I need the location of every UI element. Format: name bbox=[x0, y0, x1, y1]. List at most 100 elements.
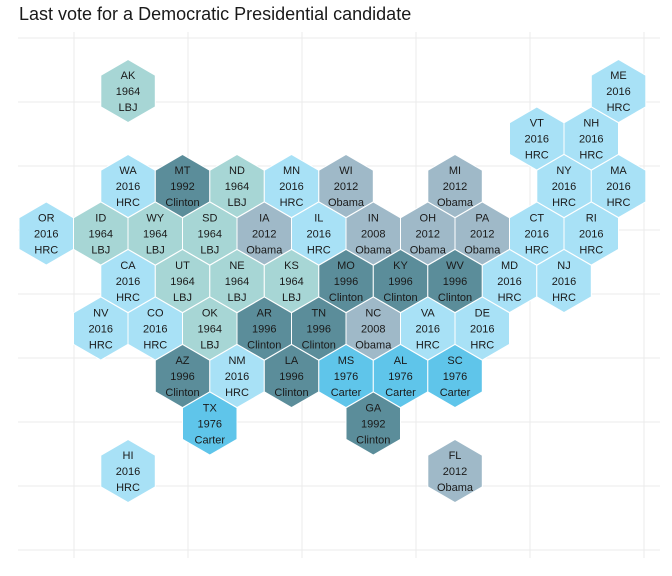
hex-tiles: AK 1964 LBJ ME 2016 HRC VT 2016 HRC NH 2016 HRC WA 20… bbox=[18, 58, 647, 504]
hex-label-candidate: LBJ bbox=[228, 292, 247, 304]
hex-label-candidate: LBJ bbox=[200, 340, 219, 352]
hex-label-year: 2012 bbox=[470, 229, 494, 241]
hex-label-candidate: HRC bbox=[525, 245, 549, 257]
hex-label-candidate: LBJ bbox=[119, 102, 138, 114]
hex-label-year: 1964 bbox=[170, 276, 194, 288]
hex-label-abbr: AL bbox=[394, 355, 407, 367]
state-hex-ri: RI 2016 HRC bbox=[563, 201, 619, 266]
state-hex-me: ME 2016 HRC bbox=[590, 58, 647, 124]
hex-label-candidate: Clinton bbox=[165, 197, 199, 209]
hex-tile bbox=[100, 438, 156, 504]
hex-label-candidate: HRC bbox=[579, 245, 603, 257]
hex-label-year: 2008 bbox=[361, 324, 385, 336]
hex-label-abbr: UT bbox=[175, 260, 190, 272]
hex-label-abbr: GA bbox=[365, 403, 382, 415]
hex-label-abbr: VT bbox=[530, 118, 544, 130]
hex-label-abbr: AZ bbox=[175, 355, 189, 367]
hex-label-year: 2016 bbox=[497, 276, 521, 288]
state-hex-id: ID 1964 LBJ bbox=[73, 201, 129, 266]
hex-label-year: 2016 bbox=[552, 181, 576, 193]
state-hex-nc: NC 2008 Obama bbox=[345, 296, 401, 361]
hex-label-year: 2016 bbox=[34, 229, 58, 241]
hex-label-year: 2016 bbox=[307, 229, 331, 241]
hex-label-candidate: Clinton bbox=[383, 292, 417, 304]
hex-label-year: 1964 bbox=[225, 276, 249, 288]
hex-label-abbr: DE bbox=[475, 308, 490, 320]
hex-label-year: 2016 bbox=[552, 276, 576, 288]
hex-label-abbr: CT bbox=[529, 213, 544, 225]
state-hex-wa: WA 2016 HRC bbox=[100, 153, 156, 219]
hex-tile bbox=[427, 438, 483, 504]
hex-label-year: 2012 bbox=[416, 229, 440, 241]
hex-label-abbr: TX bbox=[203, 403, 218, 415]
hex-label-year: 1964 bbox=[198, 324, 222, 336]
hex-label-candidate: Clinton bbox=[302, 340, 336, 352]
state-hex-tx: TX 1976 Carter bbox=[182, 391, 238, 456]
state-hex-or: OR 2016 HRC bbox=[18, 201, 74, 266]
state-hex-tn: TN 1996 Clinton bbox=[291, 296, 347, 361]
hex-label-year: 1996 bbox=[170, 371, 194, 383]
hex-label-candidate: HRC bbox=[607, 197, 631, 209]
state-hex-mn: MN 2016 HRC bbox=[263, 153, 320, 219]
state-hex-il: IL 2016 HRC bbox=[291, 201, 347, 266]
hex-label-candidate: HRC bbox=[143, 340, 167, 352]
hex-label-abbr: KY bbox=[393, 260, 408, 272]
hex-label-abbr: OR bbox=[38, 213, 55, 225]
hex-label-candidate: LBJ bbox=[146, 245, 165, 257]
hex-label-candidate: HRC bbox=[116, 197, 140, 209]
hex-label-abbr: CA bbox=[120, 260, 136, 272]
state-hex-nd: ND 1964 LBJ bbox=[209, 153, 265, 219]
hex-tile bbox=[345, 391, 401, 456]
hex-label-candidate: HRC bbox=[307, 245, 331, 257]
hex-tile bbox=[100, 58, 156, 124]
hex-label-year: 2016 bbox=[606, 86, 630, 98]
hex-label-year: 1964 bbox=[198, 229, 222, 241]
hex-label-abbr: NV bbox=[93, 308, 109, 320]
hex-label-abbr: NY bbox=[556, 165, 572, 177]
state-hex-ne: NE 1964 LBJ bbox=[209, 248, 265, 314]
state-hex-ia: IA 2012 Obama bbox=[236, 201, 292, 266]
hex-label-abbr: TN bbox=[311, 308, 326, 320]
hex-label-year: 2016 bbox=[470, 324, 494, 336]
state-hex-nv: NV 2016 HRC bbox=[73, 296, 129, 361]
state-hex-oh: OH 2012 Obama bbox=[400, 201, 456, 266]
hex-label-abbr: WV bbox=[446, 260, 464, 272]
hex-label-year: 1992 bbox=[361, 419, 385, 431]
hex-label-abbr: PA bbox=[475, 213, 490, 225]
hex-label-year: 1996 bbox=[334, 276, 358, 288]
state-hex-de: DE 2016 HRC bbox=[454, 296, 510, 361]
hex-label-year: 2012 bbox=[443, 181, 467, 193]
state-hex-wy: WY 1964 LBJ bbox=[127, 201, 183, 266]
state-hex-nh: NH 2016 HRC bbox=[563, 106, 619, 171]
state-hex-md: MD 2016 HRC bbox=[481, 248, 538, 314]
hex-label-year: 1996 bbox=[279, 371, 303, 383]
state-hex-la: LA 1996 Clinton bbox=[263, 343, 320, 409]
hex-label-abbr: RI bbox=[586, 213, 597, 225]
hex-label-year: 1996 bbox=[252, 324, 276, 336]
hex-label-abbr: MN bbox=[283, 165, 300, 177]
hex-label-candidate: HRC bbox=[607, 102, 631, 114]
hex-label-year: 2016 bbox=[606, 181, 630, 193]
hex-label-abbr: MI bbox=[449, 165, 461, 177]
hex-label-candidate: HRC bbox=[498, 292, 522, 304]
hex-label-candidate: Obama bbox=[328, 197, 365, 209]
hex-label-abbr: NE bbox=[229, 260, 244, 272]
state-hex-nm: NM 2016 HRC bbox=[209, 343, 265, 409]
hex-label-abbr: MO bbox=[337, 260, 355, 272]
hex-label-year: 2016 bbox=[116, 276, 140, 288]
hex-label-candidate: HRC bbox=[280, 197, 304, 209]
state-hex-pa: PA 2012 Obama bbox=[454, 201, 510, 266]
hex-label-candidate: Clinton bbox=[329, 292, 363, 304]
hex-label-candidate: HRC bbox=[552, 292, 576, 304]
hex-label-year: 2016 bbox=[89, 324, 113, 336]
hex-label-candidate: HRC bbox=[470, 340, 494, 352]
hex-label-year: 1976 bbox=[198, 419, 222, 431]
state-hex-ok: OK 1964 LBJ bbox=[182, 296, 238, 361]
hex-label-candidate: HRC bbox=[89, 340, 113, 352]
state-hex-ak: AK 1964 LBJ bbox=[100, 58, 156, 124]
hex-label-candidate: Obama bbox=[410, 245, 447, 257]
hex-label-abbr: NM bbox=[228, 355, 245, 367]
hex-label-candidate: HRC bbox=[34, 245, 58, 257]
state-hex-ar: AR 1996 Clinton bbox=[236, 296, 292, 361]
